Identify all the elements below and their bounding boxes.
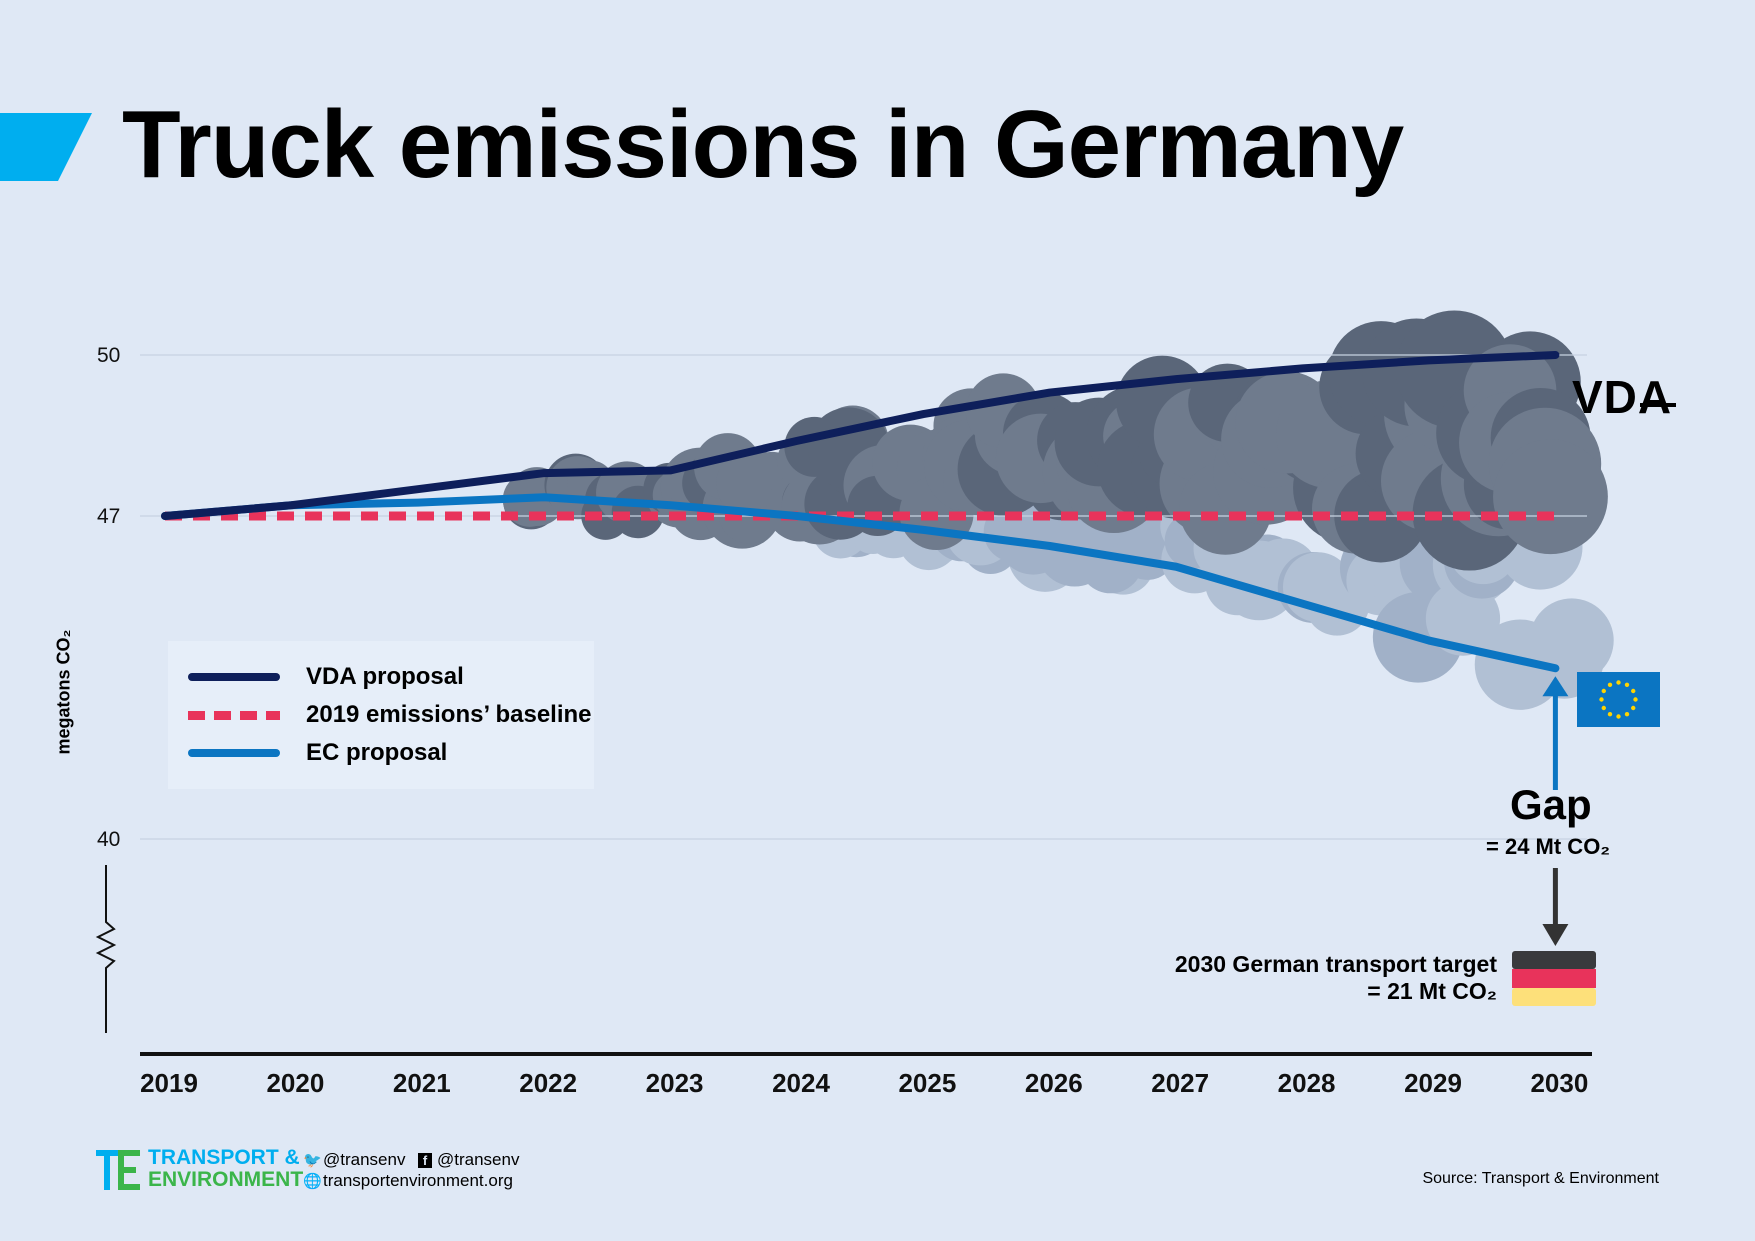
y-tick-label: 47: [97, 505, 120, 528]
facebook-handle[interactable]: f @transenv: [418, 1150, 519, 1170]
legend-swatch-baseline: [188, 710, 280, 720]
x-tick-label: 2021: [393, 1068, 451, 1098]
facebook-text: @transenv: [437, 1150, 520, 1169]
x-tick-label: 2030: [1530, 1068, 1588, 1098]
legend-swatch-vda: [188, 673, 280, 681]
legend-swatch-ec: [188, 749, 280, 757]
x-tick-label: 2029: [1404, 1068, 1462, 1098]
gap-arrows: [1542, 676, 1569, 946]
eu-star: [1607, 682, 1613, 687]
legend-item-ec: EC proposal: [188, 735, 447, 771]
x-tick-label: 2027: [1151, 1068, 1209, 1098]
axes: 2019 2020 2021 2022 2023 2024 2025 2026 2027 2028…: [95, 865, 1592, 1098]
vda-logo-underline: [1640, 403, 1676, 407]
eu-star: [1616, 680, 1621, 685]
twitter-icon: 🐦: [303, 1152, 322, 1169]
legend-label-baseline: 2019 emissions’ baseline: [306, 701, 592, 728]
series-line-ec: [161, 493, 1560, 673]
x-tick-label: 2028: [1278, 1068, 1336, 1098]
gap-value: = 24 Mt CO₂: [1486, 834, 1611, 859]
eu-star: [1607, 712, 1613, 717]
eu-flag-icon: [1577, 672, 1660, 727]
logo-text-line-1: TRANSPORT &: [148, 1146, 300, 1169]
x-tick-label: 2025: [898, 1068, 956, 1098]
title-accent-parallelogram: [0, 113, 92, 181]
website-link[interactable]: 🌐 transportenvironment.org: [303, 1171, 513, 1191]
y-tick-label: 40: [97, 828, 120, 851]
globe-icon: 🌐: [303, 1173, 322, 1190]
x-tick-label: 2022: [519, 1068, 577, 1098]
twitter-handle[interactable]: 🐦 @transenv: [303, 1150, 405, 1170]
eu-star: [1633, 697, 1638, 702]
source-note: Source: Transport & Environment: [1422, 1170, 1659, 1187]
target-line-1: 2030 German transport target: [1174, 951, 1497, 977]
x-tick-label: 2023: [646, 1068, 704, 1098]
eu-star: [1601, 688, 1606, 694]
vda-logo: VDA: [1572, 371, 1673, 423]
eu-star: [1631, 688, 1636, 694]
smoke-cloud-dark: [502, 310, 1608, 571]
axis-break-icon: [95, 865, 117, 1033]
eu-star: [1599, 697, 1604, 702]
y-tick-label: 50: [97, 344, 120, 367]
german-flag-icon: [1512, 951, 1596, 1006]
legend: VDA proposal 2019 emissions’ baseline EC…: [168, 641, 594, 789]
x-tick-label: 2020: [266, 1068, 324, 1098]
eu-star: [1624, 682, 1630, 687]
gap-arrow-up-head: [1542, 676, 1569, 697]
page-title: Truck emissions in Germany: [122, 91, 1404, 198]
te-logo-icon: [96, 1150, 140, 1190]
website-text: transportenvironment.org: [323, 1171, 513, 1190]
smoke-puff-dark: [1493, 439, 1608, 555]
legend-label-ec: EC proposal: [306, 739, 448, 766]
y-axis-label: megatons CO₂: [53, 629, 74, 755]
gap-arrow-down-head: [1542, 924, 1569, 946]
x-tick-label: 2024: [772, 1068, 830, 1098]
gridlines: 50 47 40: [97, 344, 1587, 851]
logo-text-line-2: ENVIRONMENT: [148, 1168, 304, 1191]
series-line-vda: [161, 351, 1560, 520]
facebook-icon: f: [418, 1152, 432, 1168]
eu-star: [1631, 705, 1636, 711]
x-tick-label: 2019: [140, 1068, 198, 1098]
legend-item-vda: VDA proposal: [188, 659, 464, 695]
gap-title: Gap: [1510, 781, 1592, 828]
legend-item-baseline: 2019 emissions’ baseline: [188, 697, 592, 733]
twitter-text: @transenv: [323, 1150, 406, 1169]
eu-star: [1616, 714, 1621, 719]
x-tick-label: 2026: [1025, 1068, 1083, 1098]
te-logo: TRANSPORT & ENVIRONMENT: [96, 1146, 303, 1192]
target-line-2: = 21 Mt CO₂: [1367, 978, 1497, 1004]
series-lines: [161, 351, 1560, 673]
eu-star: [1601, 705, 1606, 711]
eu-star: [1624, 712, 1630, 717]
legend-label-vda: VDA proposal: [306, 663, 464, 690]
